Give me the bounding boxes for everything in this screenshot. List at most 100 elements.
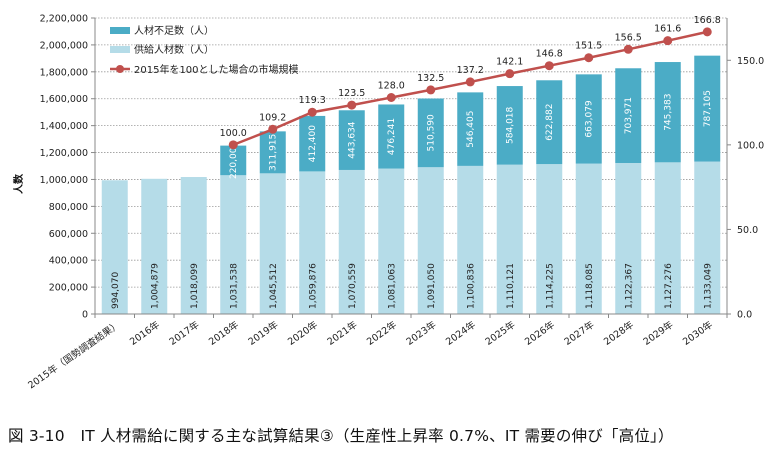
bar-supply-label: 1,004,879 [150,263,160,309]
bar-supply-label: 1,031,538 [229,263,239,309]
bar-shortage [496,86,523,165]
market-size-label: 132.5 [417,73,444,84]
y-right-tick-label: 100.0 [737,140,764,151]
bar-supply [536,164,563,314]
market-size-label: 166.8 [694,15,721,26]
market-size-point [702,27,712,37]
bar-supply-label: 1,110,121 [506,263,516,309]
market-size-point [505,69,515,79]
figure-caption: 図 3-10 IT 人材需給に関する主な試算結果③（生産性上昇率 0.7%、IT… [8,427,674,445]
market-size-label: 100.0 [220,128,247,139]
bar-shortage-label: 584,018 [506,106,516,143]
market-size-point [465,77,475,87]
y-right-tick-label: 150.0 [737,56,764,67]
market-size-point [663,36,673,46]
market-size-line: 100.0 109.2 119.3 123.5 128.0 132.5 137.2 142.1… [220,15,721,150]
y-axis-label: 人数 [12,173,25,194]
bar-supply [180,177,207,314]
bar-shortage-label: 510,590 [427,114,437,151]
bar-supply [496,164,523,314]
market-size-label: 161.6 [654,24,681,35]
bar-shortage [378,104,405,169]
y-tick-label: 0 [82,310,88,321]
legend: 人材不足数（人） 供給人材数（人） 2015年を100とした場合の市場規模 [110,24,299,76]
x-tick-label: 2023年 [404,318,439,347]
market-size-point [386,92,396,102]
bar-shortage-label: 622,882 [545,104,555,141]
x-tick-label: 2027年 [562,318,597,347]
market-size-label: 151.5 [575,41,602,52]
bar-supply [575,163,602,314]
bar-shortage [536,80,563,165]
y-right-tick-label: 50.0 [737,225,758,236]
bar-shortage-label: 443,634 [348,121,358,158]
bar-shortage-label: 412,400 [308,125,318,162]
bar-supply [101,180,128,314]
x-tick-label: 2024年 [443,318,478,347]
bar-supply-label: 1,070,559 [348,263,358,309]
y-tick-label: 400,000 [49,256,88,267]
bar-supply [220,175,247,314]
y-tick-label: 1,200,000 [40,148,88,159]
market-size-label: 128.0 [378,80,405,91]
bar-shortage [338,110,365,170]
bar-shortage-label: 703,971 [624,97,634,134]
bar-supply [299,171,326,314]
bar-supply [654,162,681,314]
x-tick-label: 2026年 [522,318,557,347]
bar-supply [259,173,286,314]
y-tick-label: 200,000 [49,283,88,294]
bar-shortage [615,68,642,163]
bar-supply [338,169,365,314]
bar-supply-label: 1,133,049 [703,263,713,309]
bar-shortage [575,74,602,164]
legend-label-market: 2015年を100とした場合の市場規模 [134,63,299,76]
bar-shortage-label: 546,405 [466,111,476,148]
y-tick-label: 1,600,000 [40,94,88,105]
x-tick-label: 2022年 [364,318,399,347]
bar-shortage-label: 311,915 [269,134,279,171]
market-size-label: 142.1 [496,57,523,68]
bar-supply [378,168,405,314]
x-tick-label: 2015年（国勢調査結果） [26,319,123,392]
x-tick-label: 2016年 [127,318,162,347]
market-size-point [228,140,238,150]
market-size-point [268,124,278,134]
bar-supply [694,161,721,314]
bar-shortage [694,55,721,162]
y-tick-label: 1,400,000 [40,121,88,132]
market-size-point [544,61,554,71]
bar-supply-label: 1,122,367 [624,263,634,309]
bar-shortage-label: 476,241 [387,118,397,155]
market-size-point [584,53,594,63]
bar-supply-label: 1,081,063 [387,263,397,309]
y-tick-label: 800,000 [49,202,88,213]
x-tick-label: 2017年 [167,318,202,347]
bar-supply-label: 1,100,836 [466,263,476,309]
x-tick-label: 2019年 [246,318,281,347]
bar-shortage-label: 663,079 [585,100,595,137]
x-tick-label: 2025年 [483,318,518,347]
market-size-point [307,107,317,117]
bar-supply-label: 1,045,512 [269,263,279,309]
market-size-label: 119.3 [299,95,326,106]
y-right-tick-label: 0.0 [737,310,752,321]
x-tick-label: 2030年 [680,318,715,347]
bar-supply-label: 1,059,876 [308,263,318,309]
bar-supply-label: 1,127,276 [664,263,674,309]
bar-supply-label: 1,091,050 [427,263,437,309]
bar-supply [615,162,642,314]
legend-swatch-shortage [110,27,130,34]
x-tick-label: 2020年 [285,318,320,347]
bar-supply-label: 1,114,225 [545,263,555,309]
y-tick-label: 2,200,000 [40,14,88,25]
market-size-point [623,44,633,54]
market-size-point [426,85,436,95]
bar-supply [457,165,484,314]
bars: 994,070 1,004,879 1,018,099 1,031,538 220,00… [101,55,721,314]
bar-supply-label: 1,118,085 [585,263,595,309]
bar-shortage [299,115,326,172]
bar-supply-label: 1,018,099 [190,263,200,309]
y-tick-label: 1,000,000 [40,175,88,186]
